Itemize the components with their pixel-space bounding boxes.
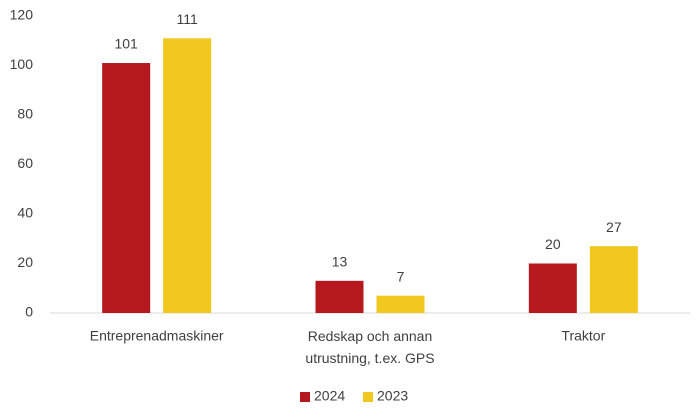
x-tick-label: Entreprenadmaskiner xyxy=(90,328,224,344)
x-tick-label: Redskap och annan utrustning, t.ex. GPS xyxy=(305,328,434,366)
y-tick-label: 80 xyxy=(17,106,33,122)
bar xyxy=(376,295,425,313)
x-tick-label: Traktor xyxy=(561,328,605,344)
bar xyxy=(163,38,212,314)
data-label: 101 xyxy=(114,36,138,52)
y-tick-label: 100 xyxy=(10,56,34,72)
y-tick-label: 60 xyxy=(17,155,33,171)
legend-label: 2024 xyxy=(314,388,345,404)
data-label: 13 xyxy=(332,254,348,270)
data-label: 20 xyxy=(545,236,561,252)
y-tick-label: 120 xyxy=(10,7,34,23)
legend-label: 2023 xyxy=(377,388,408,404)
data-label: 7 xyxy=(397,268,405,284)
y-tick-label: 20 xyxy=(17,254,33,270)
data-label: 27 xyxy=(606,219,622,235)
data-label: 111 xyxy=(177,11,198,27)
bar xyxy=(315,280,364,313)
bar xyxy=(102,63,151,314)
legend-swatch xyxy=(363,392,373,402)
bar xyxy=(589,246,638,313)
y-tick-label: 0 xyxy=(25,304,33,320)
bar xyxy=(528,263,577,313)
legend-swatch xyxy=(300,392,310,402)
y-tick-label: 40 xyxy=(17,205,33,221)
